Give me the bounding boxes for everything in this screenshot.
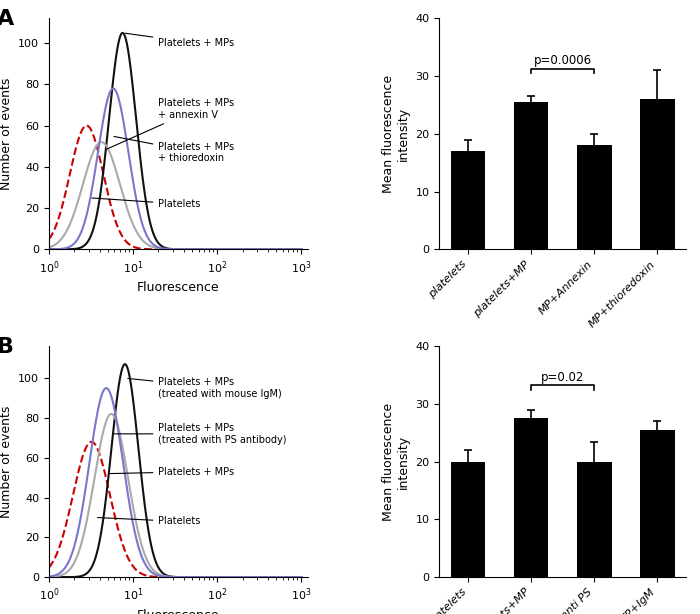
- Text: p=0.0006: p=0.0006: [533, 55, 592, 68]
- Bar: [577, 462, 612, 577]
- X-axis label: Fluorescence: Fluorescence: [137, 609, 220, 614]
- Bar: [451, 151, 485, 249]
- Text: Platelets + MPs: Platelets + MPs: [125, 33, 234, 48]
- Bar: [640, 430, 675, 577]
- Y-axis label: Mean fluorescence
intensity: Mean fluorescence intensity: [382, 403, 410, 521]
- Text: B: B: [0, 337, 14, 357]
- Text: Platelets + MPs
+ thioredoxin: Platelets + MPs + thioredoxin: [114, 136, 234, 163]
- Bar: [451, 462, 485, 577]
- Text: A: A: [0, 9, 15, 29]
- Text: Platelets + MPs
(treated with mouse IgM): Platelets + MPs (treated with mouse IgM): [127, 377, 282, 399]
- Text: Platelets + MPs
+ annexin V: Platelets + MPs + annexin V: [106, 98, 234, 149]
- Text: Platelets: Platelets: [97, 516, 201, 526]
- Y-axis label: Number of events: Number of events: [0, 405, 13, 518]
- Text: Platelets: Platelets: [92, 198, 201, 209]
- Y-axis label: Mean fluorescence
intensity: Mean fluorescence intensity: [382, 75, 410, 193]
- Text: Platelets + MPs: Platelets + MPs: [109, 467, 234, 476]
- Text: Platelets + MPs
(treated with PS antibody): Platelets + MPs (treated with PS antibod…: [114, 423, 287, 445]
- Y-axis label: Number of events: Number of events: [0, 78, 13, 190]
- Bar: [514, 102, 549, 249]
- Bar: [514, 418, 549, 577]
- Bar: [577, 146, 612, 249]
- Text: p=0.02: p=0.02: [541, 371, 584, 384]
- Bar: [640, 99, 675, 249]
- X-axis label: Fluorescence: Fluorescence: [137, 281, 220, 294]
